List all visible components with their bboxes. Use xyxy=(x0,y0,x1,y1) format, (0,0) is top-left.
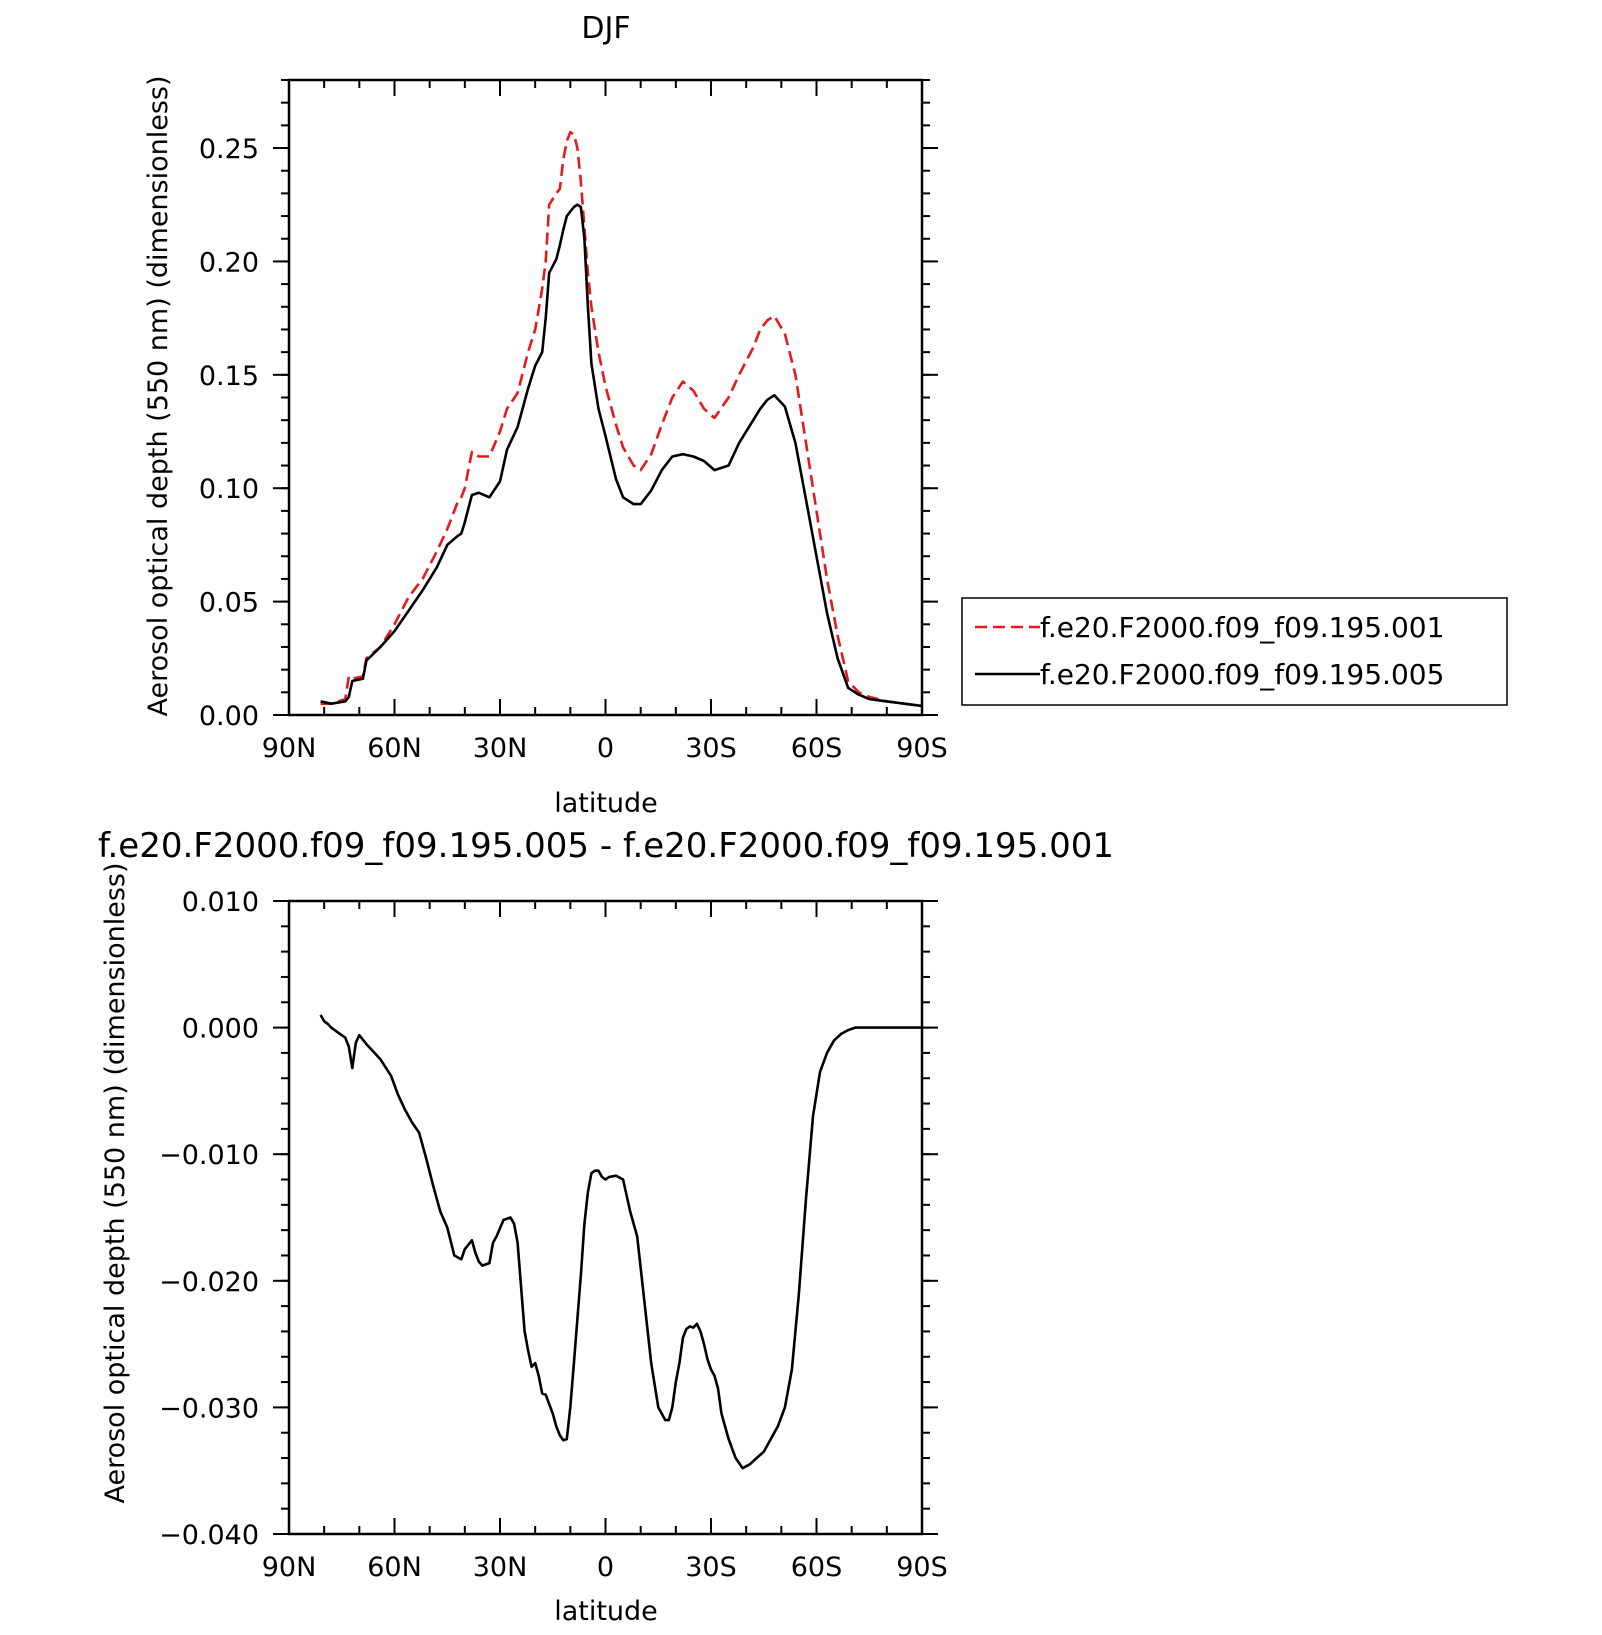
x-tick-label: 60N xyxy=(367,1552,422,1583)
panel-difference: f.e20.F2000.f09_f09.195.005 - f.e20.F200… xyxy=(98,826,1114,1627)
y-tick-label: −0.040 xyxy=(159,1520,259,1551)
x-tick-label: 0 xyxy=(597,733,614,764)
series-line-0-1 xyxy=(320,203,923,708)
title-difference: f.e20.F2000.f09_f09.195.005 - f.e20.F200… xyxy=(98,826,1114,866)
x-tick-label: 30S xyxy=(685,733,737,764)
y-tick-label: 0.15 xyxy=(199,361,259,392)
x-tick-label: 60S xyxy=(791,1552,843,1583)
series-top xyxy=(320,130,923,708)
legend-label-001: f.e20.F2000.f09_f09.195.001 xyxy=(1040,611,1444,644)
x-tick-label: 90S xyxy=(896,1552,948,1583)
x-tick-label: 30N xyxy=(473,1552,528,1583)
legend-box xyxy=(961,597,1508,706)
x-tick-label: 0 xyxy=(597,1552,614,1583)
x-tick-label: 30N xyxy=(473,733,528,764)
ticks-top: 90N 60N 30N 0 30S 60S 90S 0.00 0.05 0.10 0.15 0.20 0… xyxy=(199,79,948,764)
series-line-0-0 xyxy=(320,130,923,708)
x-tick-label: 90N xyxy=(262,733,317,764)
series-bottom xyxy=(319,1014,922,1470)
panel-djf: DJF Aerosol optical depth (550 nm) (dime… xyxy=(143,11,948,819)
y-tick-label: 0.10 xyxy=(199,474,259,505)
y-tick-label: −0.030 xyxy=(159,1393,259,1424)
plot-frame-bottom xyxy=(287,899,924,1536)
x-axis-label-top: latitude xyxy=(554,788,658,819)
y-axis-label-top: Aerosol optical depth (550 nm) (dimensio… xyxy=(143,75,174,716)
y-tick-label: 0.05 xyxy=(199,588,259,619)
y-tick-label: −0.010 xyxy=(159,1140,259,1171)
legend-label-005: f.e20.F2000.f09_f09.195.005 xyxy=(1040,658,1444,691)
y-tick-label: 0.25 xyxy=(199,134,259,165)
y-axis-label-bottom: Aerosol optical depth (550 nm) (dimensio… xyxy=(100,862,131,1503)
y-tick-label: 0.010 xyxy=(182,887,259,918)
ticks-bottom: 90N 60N 30N 0 30S 60S 90S 0.010 0.000 −0.010 −0.02… xyxy=(159,887,948,1583)
x-tick-label: 90N xyxy=(262,1552,317,1583)
title-djf: DJF xyxy=(581,11,630,46)
y-tick-label: 0.00 xyxy=(199,701,259,732)
y-tick-label: −0.020 xyxy=(159,1267,259,1298)
x-tick-label: 30S xyxy=(685,1552,737,1583)
x-tick-label: 60S xyxy=(791,733,843,764)
y-tick-label: 0.000 xyxy=(182,1014,259,1045)
x-axis-label-bottom: latitude xyxy=(554,1596,658,1627)
series-line-1-0 xyxy=(319,1014,922,1470)
plot-frame-top xyxy=(287,78,924,717)
y-tick-label: 0.20 xyxy=(199,247,259,278)
x-tick-label: 90S xyxy=(896,733,948,764)
x-tick-label: 60N xyxy=(367,733,422,764)
legend: f.e20.F2000.f09_f09.195.001 f.e20.F2000.… xyxy=(961,597,1508,706)
